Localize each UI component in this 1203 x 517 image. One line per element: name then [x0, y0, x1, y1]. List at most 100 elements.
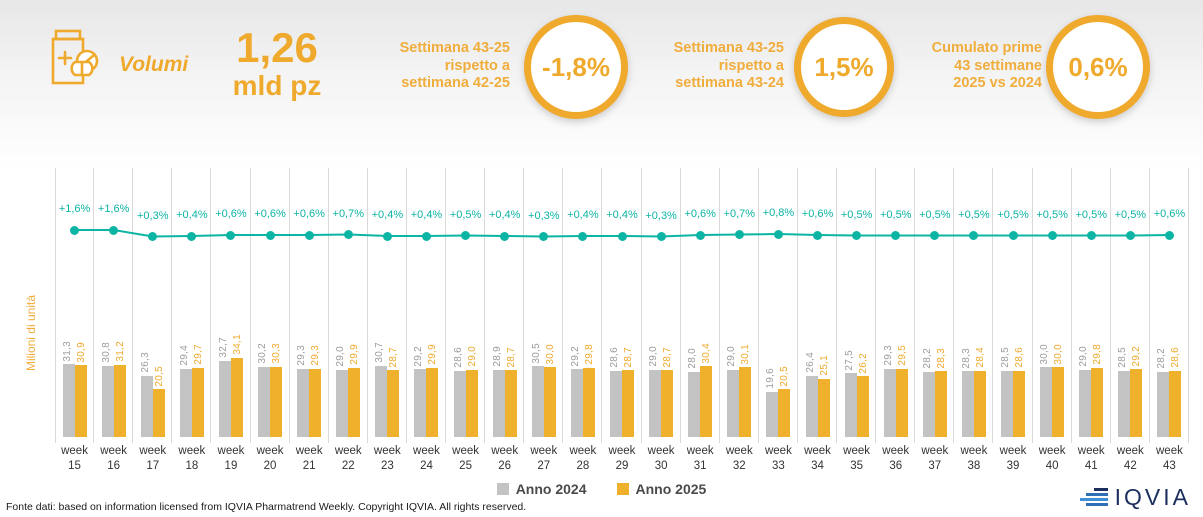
bar-anno-2025 [895, 368, 908, 437]
trend-percent-label: +0,5% [1036, 208, 1068, 221]
x-tick: week 38 [954, 444, 993, 474]
x-tick: week 26 [485, 444, 524, 474]
bar-anno-2025 [191, 368, 204, 437]
grid-column [1150, 168, 1189, 443]
x-tick-prefix: week [999, 445, 1027, 457]
x-tick-prefix: week [1116, 445, 1144, 457]
bar-anno-2025 [856, 376, 869, 437]
grid-column [94, 168, 134, 443]
total-volume-unit: mld pz [232, 70, 322, 101]
trend-percent-label: +1,6% [97, 203, 130, 215]
x-tick-prefix: week [256, 445, 284, 457]
bar-anno-2025 [778, 389, 791, 437]
grid-column [290, 168, 329, 443]
bar-anno-2025 [622, 370, 634, 437]
bar-anno-2024 [1001, 370, 1014, 437]
x-tick-prefix: week [334, 445, 362, 457]
bar-value-anno-2025: 20,5 [779, 365, 791, 387]
bar-value-anno-2025: 28,7 [505, 346, 517, 368]
trend-percent-label: +0,6% [215, 208, 247, 220]
volumi-title: Volumi [119, 53, 189, 76]
x-tick-prefix: week [295, 445, 323, 457]
trend-dot [109, 225, 119, 235]
iqvia-logo-text: IQVIA [1114, 484, 1191, 510]
bar-anno-2025 [230, 357, 243, 437]
bar-value-anno-2025: 28,6 [1170, 346, 1182, 368]
x-tick-week-number: 29 [615, 460, 629, 472]
x-tick: week 39 [993, 444, 1032, 474]
bar-value-anno-2024: 29,0 [726, 346, 738, 367]
bar-value-anno-2024: 29,3 [296, 345, 308, 367]
x-tick-week-number: 39 [1006, 460, 1020, 472]
bar-value-anno-2024: 30,0 [1039, 343, 1051, 365]
trend-dot [656, 232, 666, 241]
trend-dot [1047, 231, 1057, 240]
bar-value-anno-2024: 28,2 [921, 347, 933, 369]
grid-column [407, 168, 447, 443]
x-tick-week-number: 31 [693, 460, 707, 472]
x-tick-week-number: 36 [889, 460, 903, 472]
trend-percent-label: +0,7% [332, 207, 365, 220]
bar-value-anno-2024: 28,6 [452, 346, 464, 368]
trend-percent-label: +0,3% [528, 209, 560, 222]
chart-legend: Anno 2024 Anno 2025 [0, 481, 1203, 497]
grid-column [798, 168, 838, 443]
trend-dot [578, 231, 588, 241]
bar-value-anno-2025: 29,3 [310, 345, 322, 367]
grid-column [759, 168, 798, 443]
x-tick-prefix: week [804, 445, 831, 457]
bar-value-anno-2025: 29,9 [427, 343, 439, 365]
x-tick-week-number: 30 [654, 460, 668, 472]
trend-dot [226, 230, 236, 240]
grid-column [954, 168, 994, 443]
bar-anno-2024 [570, 369, 583, 437]
bar-value-anno-2024: 28,6 [609, 346, 620, 368]
bar-value-anno-2025: 30,3 [271, 343, 283, 364]
bar-value-anno-2025: 29,9 [349, 343, 361, 365]
bar-value-anno-2025: 28,4 [974, 347, 986, 369]
trend-percent-label: +0,4% [410, 209, 443, 221]
trend-dot [813, 230, 823, 240]
bar-value-anno-2025: 29,0 [466, 346, 478, 367]
trend-percent-label: +0,6% [684, 208, 716, 220]
bar-anno-2024 [844, 373, 857, 437]
bar-value-anno-2024: 26,4 [804, 352, 816, 373]
bar-value-anno-2024: 30,5 [530, 342, 542, 364]
bar-anno-2025 [934, 371, 947, 437]
x-tick-week-number: 28 [576, 460, 590, 472]
trend-dot [70, 225, 80, 235]
bar-value-anno-2024: 29,0 [1078, 346, 1090, 367]
x-tick: week 16 [94, 444, 133, 474]
x-tick: week 36 [876, 444, 915, 474]
grid-column [563, 168, 603, 443]
trend-dot [1086, 231, 1096, 240]
grid-column [642, 168, 681, 443]
x-tick: week 37 [915, 444, 954, 474]
bar-value-anno-2025: 34,1 [231, 334, 243, 355]
iqvia-logo-stripes-icon [1079, 487, 1108, 506]
grid-column [211, 168, 251, 443]
trend-dot [1164, 230, 1174, 240]
bar-value-anno-2025: 28,7 [388, 346, 400, 368]
trend-dot [695, 230, 705, 240]
bar-anno-2025 [1091, 367, 1104, 437]
bar-anno-2024 [1118, 370, 1131, 437]
x-tick: week 42 [1111, 444, 1150, 474]
x-tick-prefix: week [764, 445, 792, 457]
x-tick: week 35 [837, 444, 876, 474]
grid-column [876, 168, 916, 443]
trend-dot [1008, 231, 1018, 240]
bar-value-anno-2025: 29,8 [583, 344, 595, 365]
bar-value-anno-2025: 20,5 [153, 365, 165, 387]
grid-column [837, 168, 877, 443]
x-axis: week 15 week 16 week 17 week 18 week 19 week 20 week… [55, 444, 1189, 478]
trend-percent-label: +0,6% [254, 208, 286, 220]
bar-value-anno-2024: 28,5 [1000, 347, 1012, 368]
x-tick-prefix: week [960, 445, 988, 457]
x-tick: week 28 [563, 444, 602, 474]
x-tick: week 25 [446, 444, 485, 474]
x-tick: week 31 [681, 444, 720, 474]
x-tick: week 18 [172, 444, 211, 474]
bar-anno-2024 [218, 361, 231, 437]
x-tick-prefix: week [569, 445, 597, 457]
